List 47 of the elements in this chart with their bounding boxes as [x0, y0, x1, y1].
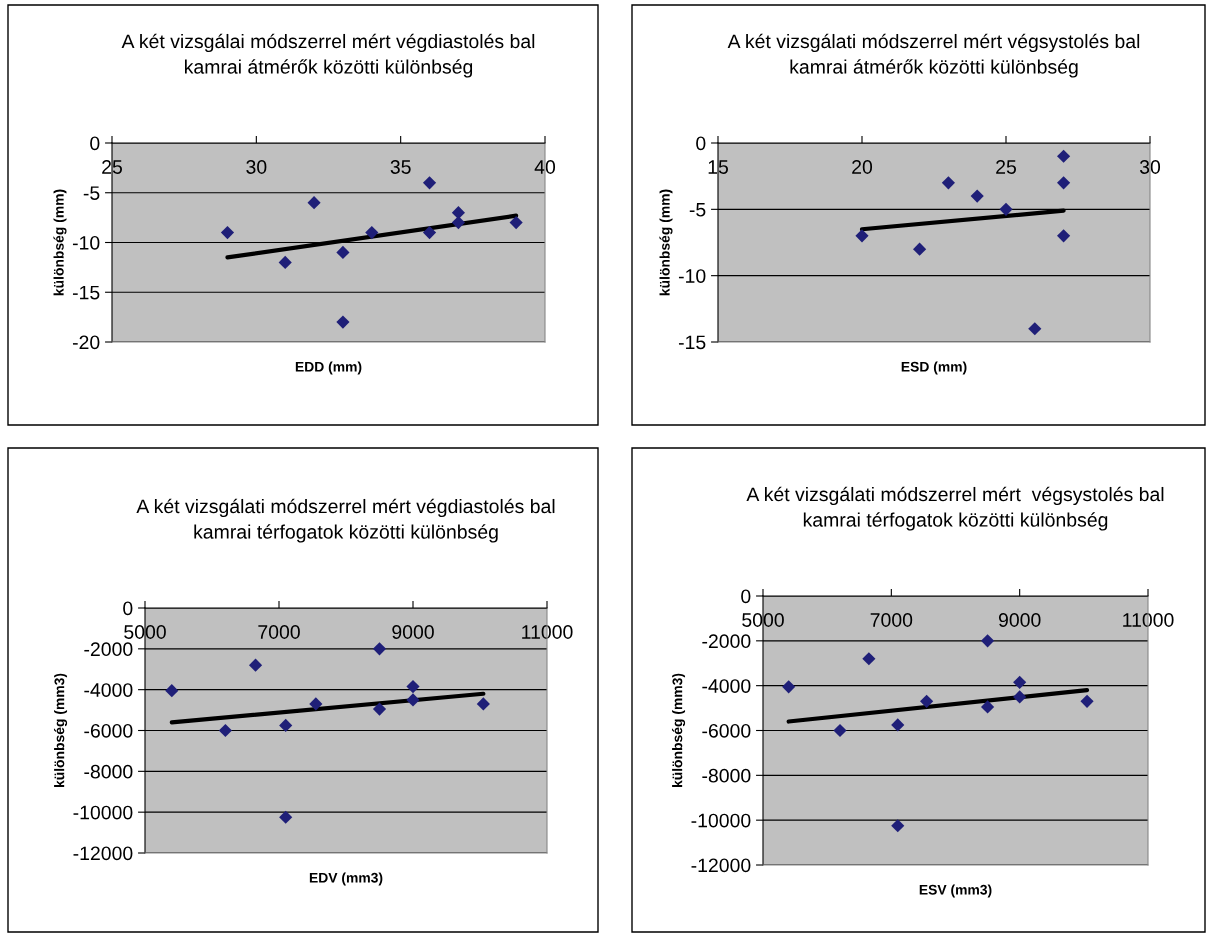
- y-tick-label: -4000: [84, 683, 133, 697]
- y-tick-label: -15: [678, 335, 706, 350]
- y-axis-title: különbség (mm3): [671, 673, 686, 788]
- y-tick-label: -10: [72, 235, 100, 250]
- y-tick-label: -10000: [73, 805, 133, 820]
- x-tick-label: 35: [390, 160, 411, 174]
- y-tick-label: -2000: [702, 634, 751, 649]
- y-axis-title: különbség (mm): [659, 189, 673, 296]
- y-tick-label: -8000: [84, 764, 133, 779]
- x-axis-title: ESD (mm): [901, 361, 967, 375]
- x-tick-label: 40: [534, 160, 556, 174]
- chart-title: A két vizsgálati módszerrel mért végdiastolés bal kamrai térfogatok közötti különbség: [136, 498, 555, 543]
- x-tick-label: 30: [246, 160, 267, 174]
- y-tick-label: -5: [83, 186, 100, 200]
- y-tick-label: -15: [72, 285, 100, 300]
- y-tick-label: -2000: [84, 642, 133, 657]
- chart-title: A két vizsgálati módszerrel mért végsystolés bal kamrai átmérők közötti különbség: [727, 33, 1140, 78]
- x-tick-label: 11000: [522, 625, 573, 639]
- y-tick-label: 0: [90, 136, 100, 151]
- x-axis-title: EDD (mm): [295, 361, 362, 375]
- y-tick-label: 0: [741, 589, 751, 604]
- chart-title: A két vizsgálai módszerrel mért végdiastolés bal kamrai átmérők közötti különbség: [121, 33, 535, 78]
- x-tick-label: 9000: [998, 613, 1041, 627]
- x-axis-title: EDV (mm3): [309, 872, 383, 886]
- x-tick-label: 11000: [1123, 613, 1174, 627]
- y-tick-label: -6000: [702, 723, 751, 738]
- y-axis-title: különbség (mm): [53, 189, 67, 296]
- y-tick-label: -12000: [73, 846, 133, 861]
- y-tick-label: -4000: [702, 679, 751, 693]
- y-tick-label: -20: [72, 335, 100, 350]
- y-tick-label: 0: [123, 601, 133, 616]
- x-tick-label: 7000: [258, 625, 300, 639]
- y-tick-label: -10000: [691, 813, 751, 828]
- y-tick-label: 0: [696, 136, 706, 151]
- x-axis-title: ESV (mm3): [919, 884, 992, 898]
- y-tick-label: -12000: [691, 858, 751, 873]
- x-tick-label: 7000: [870, 613, 913, 627]
- y-axis-title: különbség (mm3): [53, 673, 68, 788]
- y-tick-label: -8000: [702, 768, 751, 783]
- x-tick-label: 25: [996, 160, 1016, 174]
- x-tick-label: 20: [852, 160, 873, 174]
- chart-title: A két vizsgálati módszerrel mért végsystolés bal kamrai térfogatok közötti különbség: [746, 486, 1164, 531]
- y-tick-label: -6000: [84, 723, 133, 738]
- y-tick-label: -10: [678, 269, 706, 283]
- y-tick-label: -5: [689, 203, 706, 217]
- x-tick-label: 9000: [392, 625, 434, 639]
- x-tick-label: 30: [1139, 160, 1161, 174]
